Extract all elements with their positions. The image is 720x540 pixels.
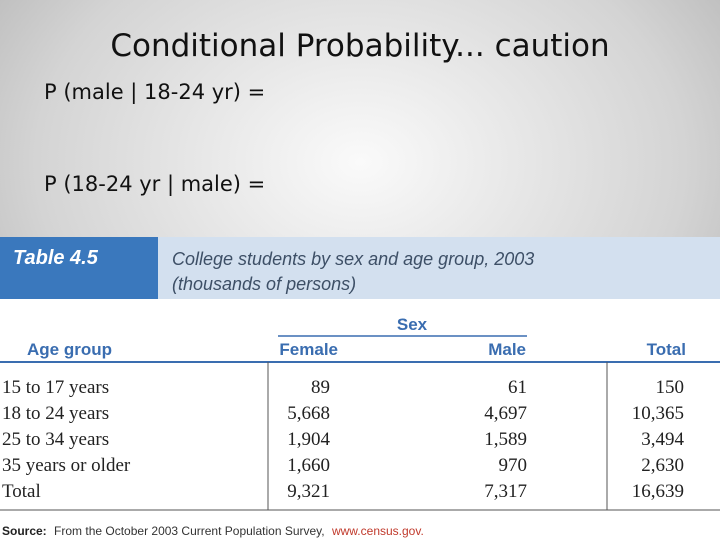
column-header: Male <box>488 340 526 359</box>
table-caption: College students by sex and age group, 2… <box>172 249 534 269</box>
source-note: Source: From the October 2003 Current Po… <box>2 524 424 538</box>
table-cell: 7,317 <box>484 481 527 502</box>
table-cell: 3,494 <box>641 429 684 450</box>
question-line: P (male | 18-24 yr) = <box>44 80 265 105</box>
table-cell: 16,639 <box>632 481 684 502</box>
table-cell: 5,668 <box>287 403 330 424</box>
row-label: 25 to 34 years <box>2 429 109 450</box>
row-label: 35 years or older <box>2 455 131 476</box>
table-caption: (thousands of persons) <box>172 274 356 294</box>
table-cell: 61 <box>508 377 527 398</box>
table-cell: 89 <box>311 377 330 398</box>
column-header: Female <box>279 340 338 359</box>
source-text: From the October 2003 Current Population… <box>54 524 325 538</box>
caption-box <box>158 237 720 299</box>
table-cell: 1,660 <box>287 455 330 476</box>
column-header: Age group <box>27 340 112 359</box>
slide-title: Conditional Probability... caution <box>110 28 609 64</box>
row-label: 18 to 24 years <box>2 403 109 424</box>
row-label: 15 to 17 years <box>2 377 109 398</box>
table-cell: 10,365 <box>632 403 684 424</box>
table-image: Table 4.5 College students by sex and ag… <box>0 237 720 540</box>
table-cell: 9,321 <box>287 481 330 502</box>
table-cell: 150 <box>656 377 685 398</box>
column-header: Total <box>647 340 686 359</box>
table-cell: 1,589 <box>484 429 527 450</box>
table-cell: 1,904 <box>287 429 330 450</box>
table-cell: 4,697 <box>484 403 527 424</box>
row-label: Total <box>2 481 41 502</box>
table-label-box <box>0 237 158 299</box>
source-link: www.census.gov. <box>331 524 424 538</box>
table-label: Table 4.5 <box>13 247 99 269</box>
table-cell: 2,630 <box>641 455 684 476</box>
question-line: P (18-24 yr | male) = <box>44 172 265 197</box>
source-label: Source: <box>2 524 47 538</box>
group-header: Sex <box>397 315 428 334</box>
table-cell: 970 <box>499 455 528 476</box>
